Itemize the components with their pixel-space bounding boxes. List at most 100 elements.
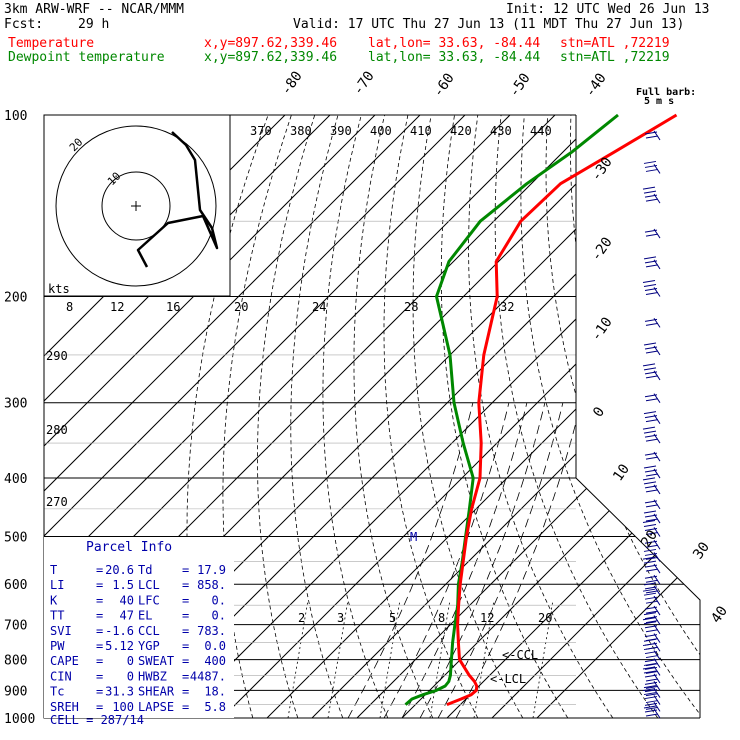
wind-barb-flag: [643, 510, 657, 514]
dry-adiabat: [593, 115, 700, 718]
mixing-ratio-label: 20: [538, 611, 552, 625]
wind-barb-flag: [645, 322, 659, 326]
isotherm-line: [44, 115, 421, 718]
parcel-eq2: =: [182, 639, 189, 653]
isotherm-label: -80: [278, 68, 306, 98]
parcel-val: 31.3: [105, 685, 134, 699]
wind-barb-flag: [642, 363, 656, 367]
wind-barb-flag: [644, 318, 658, 322]
isotherm-label: -40: [582, 70, 610, 100]
wind-barb-flag: [645, 438, 659, 442]
theta-label: 370: [250, 124, 272, 138]
parcel-val: 5.12: [105, 639, 134, 653]
wind-barb-flag: [645, 264, 659, 268]
parcel-val: 0: [127, 654, 134, 668]
wind-barb-flag: [642, 617, 656, 621]
header-valid: Valid: 17 UTC Thu 27 Jun 13 (11 MDT Thu …: [293, 17, 685, 32]
isotherm-label: -30: [588, 154, 616, 184]
mark-m: M: [410, 530, 417, 544]
temp-legend-latlon: lat,lon= 33.63, -84.44: [368, 36, 541, 51]
wind-barb-flag: [643, 670, 657, 674]
parcel-val2: 783.: [197, 624, 226, 638]
isotherm-label: 10: [610, 461, 633, 484]
temp-legend-xy: x,y=897.62,339.46: [204, 36, 338, 51]
temp-legend-name: Temperature: [8, 36, 95, 51]
wind-barb-flag: [644, 709, 658, 713]
header-fcst-value: 29 h: [78, 17, 110, 32]
parcel-eq: =: [96, 669, 103, 683]
wind-barb-flag: [644, 564, 658, 568]
wind-barb-flag: [643, 685, 657, 689]
isotherm-line: [401, 115, 700, 718]
wind-barb-flag: [643, 411, 657, 415]
mixing-ratio-label: 5: [389, 611, 396, 625]
wind-barb-flag: [643, 465, 657, 469]
dry-adiabat: [440, 115, 569, 718]
wind-barb-flag: [644, 625, 658, 629]
parcel-box: [44, 537, 234, 718]
dry-adiabat: [383, 115, 479, 718]
parcel-eq: =: [96, 685, 103, 699]
theta-left-label: 290: [46, 349, 68, 363]
wind-barb-flag: [645, 663, 659, 667]
wind-legend-subtitle: 5 m s: [644, 96, 674, 107]
wind-barb-flag: [644, 616, 658, 620]
wind-barb-flag: [644, 540, 658, 544]
parcel-eq: =: [96, 578, 103, 592]
parcel-eq2: =: [182, 700, 189, 714]
isotherm-label: 30: [690, 539, 713, 562]
wind-barb-flag: [642, 280, 656, 284]
wind-barb-flag: [645, 670, 659, 674]
wind-barb-flag: [645, 504, 659, 508]
parcel-eq2: =: [182, 609, 189, 623]
wind-barb-flag: [645, 713, 659, 717]
pressure-tick-label: 300: [4, 397, 27, 412]
parcel-key2: HWBZ: [138, 669, 167, 683]
moist-adiabat: [401, 402, 528, 718]
header-model: 3km ARW-WRF -- NCAR/MMM: [4, 2, 185, 17]
parcel-val2: 18.: [204, 685, 226, 699]
wind-barb-flag: [642, 666, 656, 670]
wind-barb-flag: [644, 659, 658, 663]
wind-barb-flag: [645, 685, 659, 689]
dry-adiabat: [617, 115, 700, 718]
wind-barb-flag: [644, 575, 658, 579]
wind-barb-flag: [644, 702, 658, 706]
wind-barb-flag: [645, 610, 659, 614]
parcel-eq2: =: [182, 654, 189, 668]
dry-adiabat: [687, 115, 700, 718]
wind-barb-flag: [642, 519, 656, 523]
wind-barb-flag: [645, 706, 659, 710]
parcel-key: TT: [50, 609, 64, 623]
wind-barb-flag: [645, 544, 659, 548]
dew-legend-xy: x,y=897.62,339.46: [204, 50, 338, 65]
wind-barb-flag: [643, 342, 657, 346]
wind-barb-flag: [643, 662, 657, 666]
parcel-val: 20.6: [105, 563, 134, 577]
parcel-key: LI: [50, 578, 64, 592]
parcel-val2: 0.: [212, 609, 226, 623]
wind-barb-flag: [645, 700, 659, 704]
wind-barb-flag: [643, 160, 657, 164]
isotherm-line: [491, 115, 700, 718]
wind-barb-flag: [645, 350, 659, 354]
pressure-tick-label: 500: [4, 530, 27, 545]
pressure-tick-label: 200: [4, 291, 27, 306]
parcel-val: 100: [112, 700, 134, 714]
isotherm-label: 20: [638, 527, 661, 550]
wind-barb-flag: [645, 489, 659, 493]
wind-barb-flag: [644, 606, 658, 610]
wind-barb-flag: [644, 164, 658, 168]
isotherm-label: 0: [590, 404, 608, 420]
isotherm-label: -10: [588, 314, 616, 344]
skewt-series: [404, 113, 678, 706]
hodo-speed-tick: 28: [404, 300, 418, 314]
wind-barb-flag: [644, 371, 658, 375]
wind-barb-flag: [643, 548, 657, 552]
parcel-cell: CELL = 287/14: [50, 713, 144, 727]
parcel-eq: =: [96, 700, 103, 714]
moist-adiabat: [419, 402, 546, 718]
wind-barb-flag: [644, 689, 658, 693]
wind-barb-flag: [644, 586, 658, 590]
isotherm-label: -70: [350, 68, 378, 98]
